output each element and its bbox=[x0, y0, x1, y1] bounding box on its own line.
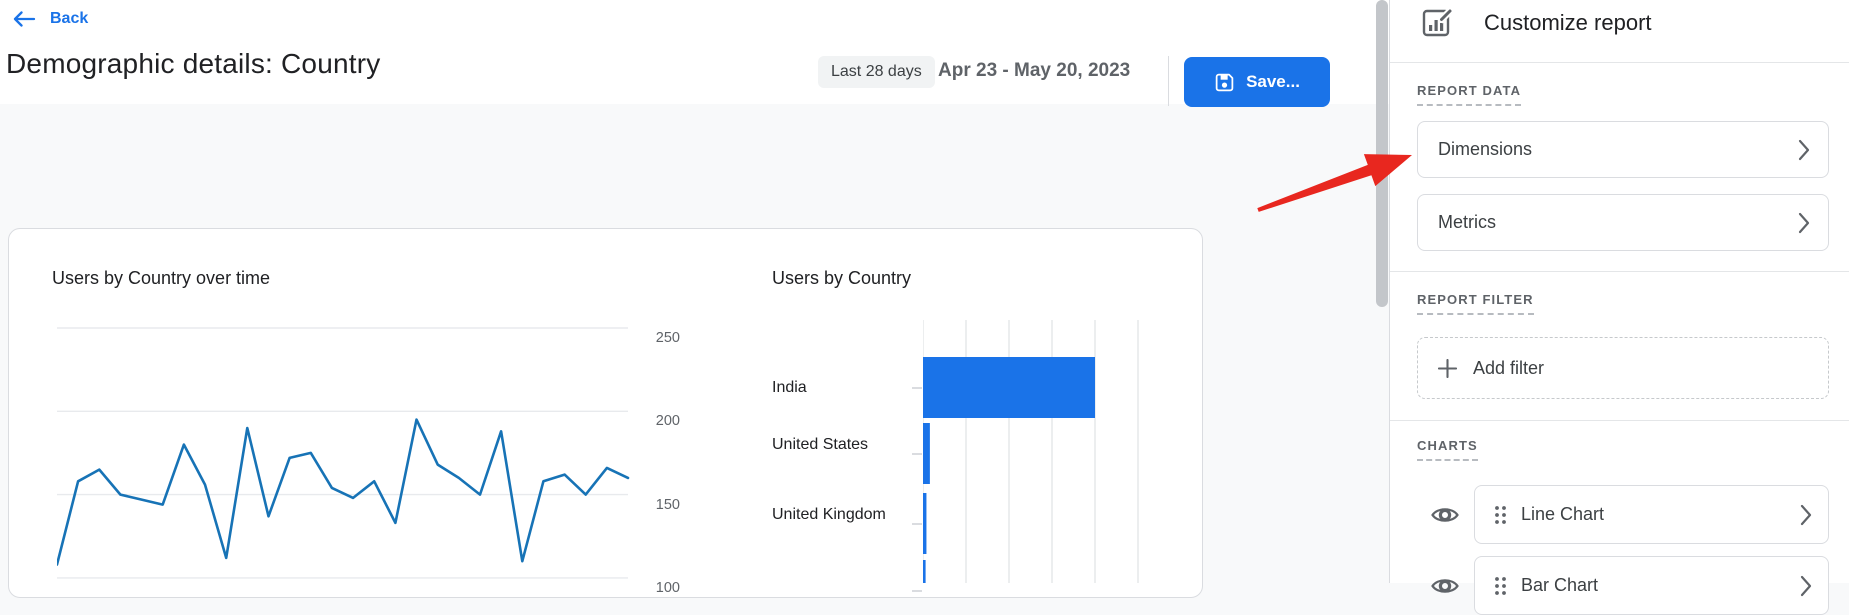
visibility-eye-icon[interactable] bbox=[1430, 573, 1460, 599]
y-axis-tick-label: 250 bbox=[655, 330, 680, 346]
back-arrow-icon bbox=[13, 11, 36, 27]
section-label-charts: CHARTS bbox=[1417, 438, 1478, 461]
panel-title: Customize report bbox=[1484, 10, 1652, 35]
page-title: Demographic details: Country bbox=[6, 48, 381, 79]
chevron-right-icon bbox=[1800, 575, 1812, 596]
date-range-preset-badge[interactable]: Last 28 days bbox=[818, 56, 935, 88]
category-tick bbox=[912, 522, 922, 525]
line-chart-row: Line Chart bbox=[1430, 485, 1829, 544]
chevron-right-icon bbox=[1798, 139, 1810, 160]
save-icon bbox=[1215, 73, 1234, 91]
panel-divider bbox=[1390, 271, 1849, 272]
drag-handle-icon[interactable] bbox=[1493, 503, 1507, 527]
bar bbox=[923, 423, 930, 484]
bar-chart-row: Bar Chart bbox=[1430, 556, 1829, 615]
panel-border bbox=[1389, 0, 1390, 583]
line-chart-item[interactable]: Line Chart bbox=[1474, 485, 1829, 544]
metrics-label: Metrics bbox=[1438, 212, 1496, 232]
bar-chart-title: Users by Country bbox=[772, 268, 912, 288]
y-axis-tick-label: 150 bbox=[655, 496, 680, 513]
bar bbox=[923, 357, 1095, 418]
bar bbox=[923, 493, 927, 554]
back-link[interactable]: Back bbox=[12, 10, 88, 28]
panel-divider bbox=[1390, 62, 1849, 63]
drag-handle-icon[interactable] bbox=[1493, 574, 1507, 598]
category-tick bbox=[912, 386, 922, 389]
line-chart-item-label: Line Chart bbox=[1521, 504, 1605, 524]
save-button[interactable]: Save... bbox=[1184, 57, 1330, 107]
bar-category-label: United Kingdom bbox=[772, 505, 886, 523]
bar-category-label: United States bbox=[772, 435, 869, 453]
category-tick bbox=[912, 589, 922, 592]
bar-category-label: India bbox=[772, 379, 807, 396]
chevron-right-icon bbox=[1800, 504, 1812, 525]
vertical-scrollbar-thumb[interactable] bbox=[1376, 0, 1388, 307]
dimensions-item[interactable]: Dimensions bbox=[1417, 121, 1829, 178]
bar-chart-item[interactable]: Bar Chart bbox=[1474, 556, 1829, 615]
line-chart bbox=[57, 327, 630, 579]
plus-icon bbox=[1438, 358, 1457, 378]
back-label: Back bbox=[50, 10, 89, 27]
customize-report-panel: Customize report REPORT DATA Dimensions … bbox=[1390, 0, 1849, 615]
y-axis-tick-label: 200 bbox=[655, 413, 680, 430]
add-filter-button[interactable]: Add filter bbox=[1417, 337, 1829, 399]
header-divider bbox=[1168, 56, 1169, 106]
dimensions-label: Dimensions bbox=[1438, 139, 1533, 159]
bar-chart bbox=[923, 320, 1139, 583]
visibility-eye-icon[interactable] bbox=[1430, 502, 1460, 528]
category-tick bbox=[912, 452, 922, 455]
metrics-item[interactable]: Metrics bbox=[1417, 194, 1829, 251]
line-chart-title: Users by Country over time bbox=[52, 268, 271, 288]
section-label-report-filter: REPORT FILTER bbox=[1417, 292, 1534, 315]
section-label-report-data: REPORT DATA bbox=[1417, 83, 1522, 106]
header-band bbox=[0, 0, 1390, 104]
bar bbox=[923, 560, 926, 583]
y-axis-tick-label: 100 bbox=[655, 579, 680, 596]
save-label: Save... bbox=[1246, 72, 1300, 91]
customize-report-icon bbox=[1422, 7, 1454, 37]
bar-chart-item-label: Bar Chart bbox=[1521, 575, 1599, 595]
date-range-value[interactable]: Apr 23 - May 20, 2023 bbox=[938, 60, 1131, 81]
add-filter-label: Add filter bbox=[1473, 357, 1545, 378]
panel-divider bbox=[1390, 420, 1849, 421]
chevron-right-icon bbox=[1798, 212, 1810, 233]
